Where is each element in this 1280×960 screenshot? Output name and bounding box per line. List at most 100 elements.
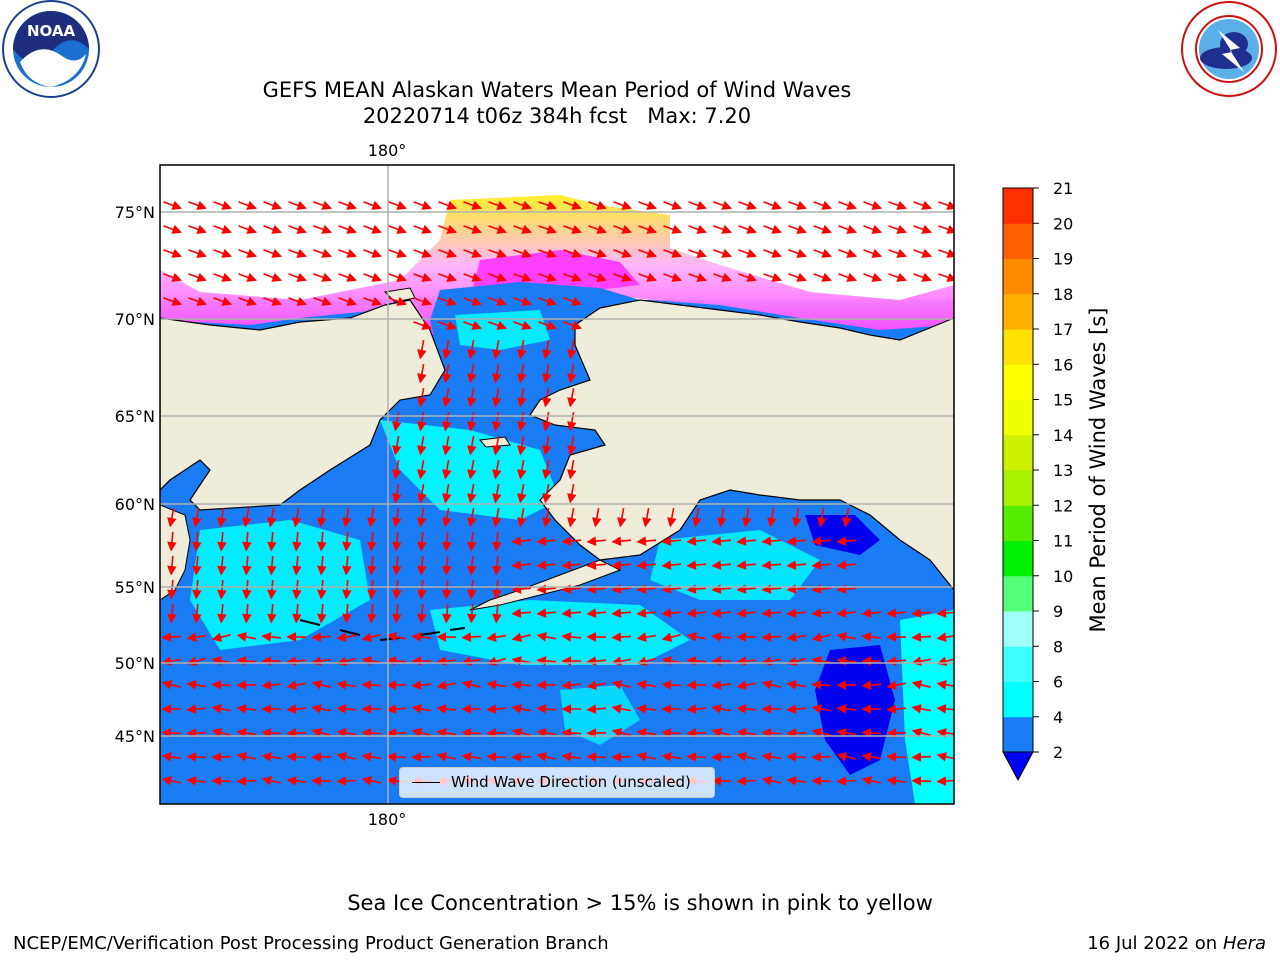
wave-direction-arrow xyxy=(167,555,177,576)
wave-direction-arrow xyxy=(386,704,407,714)
wave-direction-arrow xyxy=(261,728,282,738)
wave-direction-arrow xyxy=(211,728,231,738)
wave-direction-arrow xyxy=(263,272,283,282)
wave-direction-arrow xyxy=(388,200,408,210)
wave-direction-arrow xyxy=(886,704,907,714)
wave-direction-arrow xyxy=(188,272,208,282)
colorbar-tick-label: 10 xyxy=(1053,567,1073,586)
wave-direction-arrow xyxy=(286,776,306,786)
wave-direction-arrow xyxy=(661,752,682,762)
wave-direction-arrow xyxy=(463,296,483,306)
wave-direction-arrow xyxy=(786,776,806,786)
wave-direction-arrow xyxy=(761,752,782,762)
wave-direction-arrow xyxy=(213,248,233,258)
wave-direction-arrow xyxy=(536,656,557,666)
st-lawrence-island xyxy=(479,436,511,448)
wave-direction-arrow xyxy=(163,248,183,258)
wave-direction-arrow xyxy=(417,555,427,576)
wave-direction-arrow xyxy=(163,272,183,282)
wave-direction-arrow xyxy=(313,200,333,210)
wave-direction-arrow xyxy=(163,224,183,234)
wave-direction-arrow xyxy=(167,507,177,528)
wave-direction-arrow xyxy=(611,752,632,762)
wave-direction-arrow xyxy=(717,507,727,528)
wave-direction-arrow xyxy=(217,603,227,624)
wave-direction-arrow xyxy=(388,296,408,306)
wave-direction-arrow xyxy=(913,272,933,282)
wave-direction-arrow xyxy=(888,200,908,210)
colorbar-tick-label: 21 xyxy=(1053,179,1073,198)
wave-direction-arrow xyxy=(586,608,607,618)
wave-direction-arrow xyxy=(686,704,707,714)
wave-direction-arrow xyxy=(711,704,732,714)
colorbar-segment xyxy=(1003,716,1033,753)
wave-direction-arrow xyxy=(611,704,632,714)
wave-direction-arrow xyxy=(338,200,358,210)
wave-direction-arrow xyxy=(711,776,732,786)
wave-direction-arrow xyxy=(861,776,881,786)
wave-direction-arrow xyxy=(761,728,782,738)
wave-direction-arrow xyxy=(288,248,308,258)
wave-direction-arrow xyxy=(536,536,557,546)
colorbar-segment xyxy=(1003,575,1033,612)
wave-direction-arrow xyxy=(638,248,658,258)
wave-direction-arrow xyxy=(636,560,657,570)
wave-direction-arrow xyxy=(436,704,457,714)
wave-direction-arrow xyxy=(361,776,381,786)
wave-direction-arrow xyxy=(811,656,832,666)
wave-direction-arrow xyxy=(311,752,332,762)
wave-direction-arrow xyxy=(442,507,452,528)
wave-direction-arrow xyxy=(836,608,857,618)
colorbar-segment xyxy=(1003,188,1033,224)
colorbar-segment xyxy=(1003,399,1033,436)
wave-direction-arrow xyxy=(463,200,483,210)
wave-direction-arrow xyxy=(442,435,452,456)
map-frame xyxy=(159,164,955,805)
wave-direction-arrow xyxy=(661,728,682,738)
wave-direction-arrow xyxy=(811,536,832,546)
wave-direction-arrow xyxy=(263,224,283,234)
wave-direction-arrow xyxy=(713,272,733,282)
wave-direction-arrow xyxy=(488,320,508,330)
wave-direction-arrow xyxy=(188,200,208,210)
wave-direction-arrow xyxy=(911,632,932,642)
wave-direction-arrow xyxy=(586,536,607,546)
colorbar-segment xyxy=(1003,681,1033,718)
wave-direction-arrow xyxy=(317,531,327,552)
wave-direction-arrow xyxy=(413,248,433,258)
wave-direction-arrow xyxy=(913,224,933,234)
wave-direction-arrow xyxy=(388,248,408,258)
wave-direction-arrow xyxy=(911,776,932,786)
wave-direction-arrow xyxy=(513,224,533,234)
wave-direction-arrow xyxy=(567,387,577,408)
graticule xyxy=(160,165,954,804)
wave-direction-arrow xyxy=(842,507,852,528)
wave-direction-arrow xyxy=(467,459,477,480)
wave-direction-arrow xyxy=(536,584,557,594)
wave-direction-arrow xyxy=(567,507,577,528)
wave-direction-arrow xyxy=(836,632,856,642)
wave-direction-arrow xyxy=(736,704,757,714)
wave-direction-arrow xyxy=(617,507,627,528)
wave-direction-arrow xyxy=(367,531,377,552)
colorbar-segment xyxy=(1003,329,1033,365)
wave-direction-arrow xyxy=(367,579,377,600)
wave-direction-arrow xyxy=(663,200,683,210)
wave-direction-arrow xyxy=(417,363,427,384)
wave-direction-arrow xyxy=(261,776,281,786)
wave-direction-arrow xyxy=(411,632,432,642)
wave-direction-arrow xyxy=(192,579,202,600)
colorbar-segment xyxy=(1003,434,1033,471)
wave-direction-arrow xyxy=(161,680,181,690)
wave-direction-arrow xyxy=(311,680,331,690)
wave-direction-arrow xyxy=(486,632,507,642)
wave-direction-arrow xyxy=(286,656,307,666)
wave-direction-arrow xyxy=(788,272,808,282)
wave-direction-arrow xyxy=(636,680,657,690)
wave-direction-arrow xyxy=(292,531,302,552)
wave-direction-arrow xyxy=(611,560,632,570)
wave-direction-arrow xyxy=(467,555,477,576)
legend-line-sample xyxy=(412,782,440,783)
wave-direction-arrow xyxy=(436,656,457,666)
colorbar-tick-label: 14 xyxy=(1053,426,1073,445)
